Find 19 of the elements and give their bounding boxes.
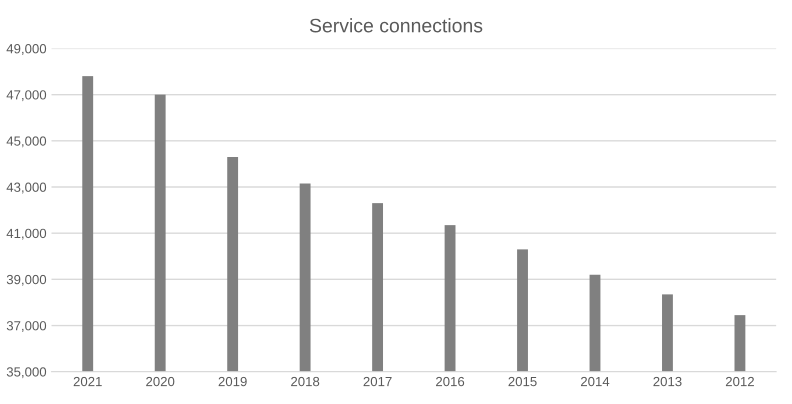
x-tick-label: 2013 [653,376,682,386]
y-tick-label: 47,000 [6,90,46,102]
x-tick-label: 2018 [291,376,320,386]
x-tick-label: 2020 [146,376,174,386]
x-tick-label: 2019 [218,376,247,386]
y-tick-label: 43,000 [6,182,46,194]
x-tick-label: 2014 [580,376,610,386]
y-tick-label: 35,000 [6,367,46,378]
y-tick-label: 41,000 [6,228,46,240]
x-tick-label: 2017 [364,376,392,386]
x-tick-label: 2021 [74,376,102,386]
y-tick-label: 39,000 [6,274,46,286]
y-tick-label: 45,000 [6,136,46,148]
y-tick-label: 49,000 [6,44,46,55]
x-tick-label: 2015 [508,376,537,386]
y-tick-label: 37,000 [6,321,46,332]
x-tick-label: 2012 [726,376,754,386]
chart-title: Service connections [310,18,482,32]
x-tick-label: 2016 [436,376,464,386]
